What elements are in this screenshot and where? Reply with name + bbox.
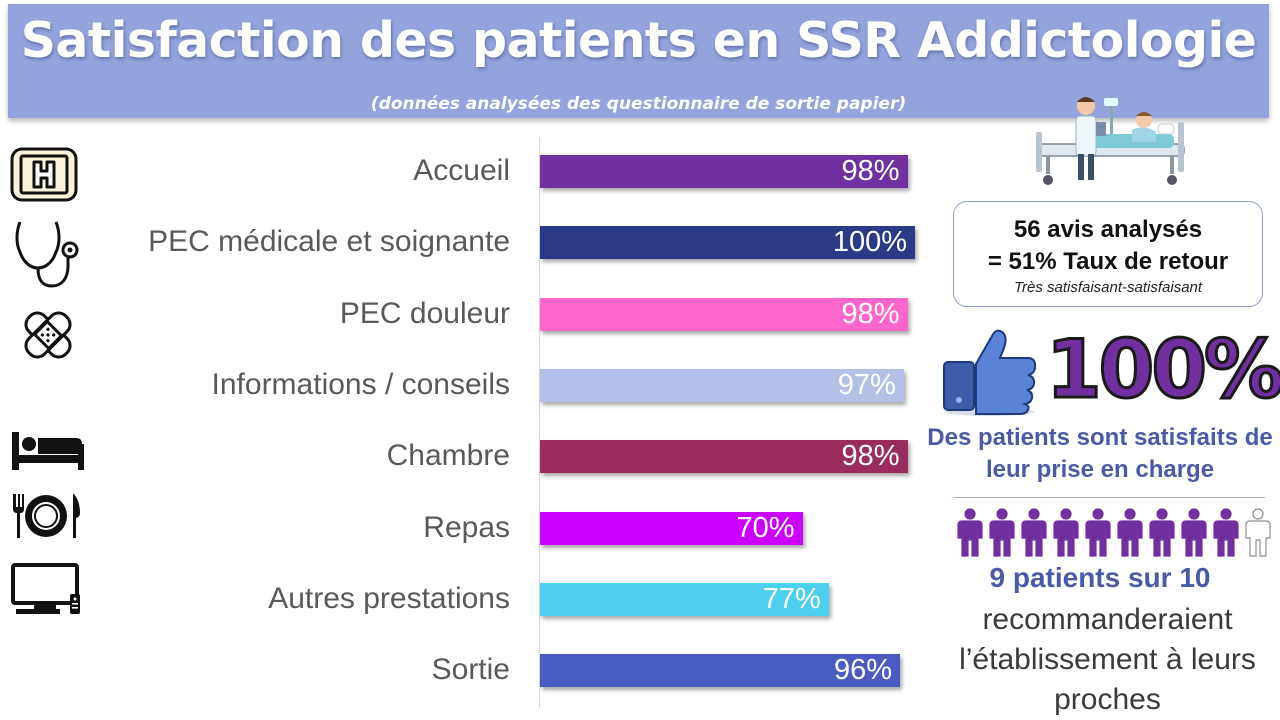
bar: [540, 440, 908, 474]
bar: [540, 654, 900, 688]
category-label: Accueil: [413, 154, 510, 187]
bar: [540, 582, 829, 616]
bar: [540, 368, 904, 402]
person-filled-icon: [1085, 508, 1111, 557]
stethoscope-icon: [15, 221, 79, 288]
bar-value-label: 96%: [833, 654, 892, 687]
category-label: PEC douleur: [339, 296, 510, 330]
hospital-sign-icon: [10, 147, 78, 202]
recommend-count: 9 patients sur 10: [989, 562, 1211, 593]
category-label: Autres prestations: [268, 581, 510, 615]
reviews-count: 56 avis analysés: [1013, 216, 1203, 243]
category-label: Repas: [423, 510, 510, 544]
person-filled-icon: [1053, 508, 1079, 557]
bar: [540, 155, 908, 188]
chart-axis-line: [539, 138, 540, 708]
bar-value-label: 98%: [841, 440, 900, 473]
thumbs-up-icon: [943, 329, 1037, 416]
person-filled-icon: [1021, 508, 1047, 557]
stats-note: Très satisfaisant-satisfaisant: [1013, 279, 1203, 296]
category-label: Chambre: [386, 439, 510, 473]
satisfaction-text: Des patients sont satisfaits de leur pri…: [927, 424, 1273, 483]
person-filled-icon: [1117, 508, 1143, 557]
person-filled-icon: [1149, 508, 1175, 557]
person-filled-icon: [989, 508, 1015, 557]
bed-icon: [12, 432, 84, 470]
recommend-text: recommanderaient l’établissement à leurs…: [959, 603, 1256, 716]
bar: [540, 297, 908, 331]
bar-value-label: 98%: [841, 155, 900, 187]
category-label: Informations / conseils: [211, 367, 510, 401]
bar-value-label: 97%: [837, 368, 896, 401]
person-filled-icon: [957, 508, 983, 557]
page-title: Satisfaction des patients en SSR Addicto…: [20, 12, 1257, 69]
bar-value-label: 100%: [832, 226, 907, 259]
hospital-bed-illustration: [1036, 96, 1185, 185]
divider: [953, 497, 1265, 498]
person-filled-icon: [1213, 508, 1239, 557]
return-rate: = 51% Taux de retour: [987, 248, 1229, 275]
person-outline-icon: [1245, 508, 1271, 557]
stats-box: 56 avis analysés = 51% Taux de retour Tr…: [953, 201, 1263, 307]
category-label: PEC médicale et soignante: [148, 225, 510, 259]
bar-value-label: 70%: [736, 511, 795, 544]
bar-value-label: 98%: [841, 297, 900, 330]
bandage-icon: [24, 311, 72, 359]
page-subtitle: (données analysées des questionnaire de …: [370, 94, 907, 114]
bar: [540, 511, 803, 545]
person-filled-icon: [1181, 508, 1207, 557]
plate-cutlery-icon: [13, 494, 80, 538]
satisfaction-percent: 100%: [1045, 323, 1280, 416]
category-label: Sortie: [431, 653, 510, 687]
television-icon: [11, 563, 80, 614]
header-banner: Satisfaction des patients en SSR Addicto…: [8, 4, 1269, 118]
bar-value-label: 77%: [762, 582, 821, 615]
bar: [540, 226, 915, 260]
